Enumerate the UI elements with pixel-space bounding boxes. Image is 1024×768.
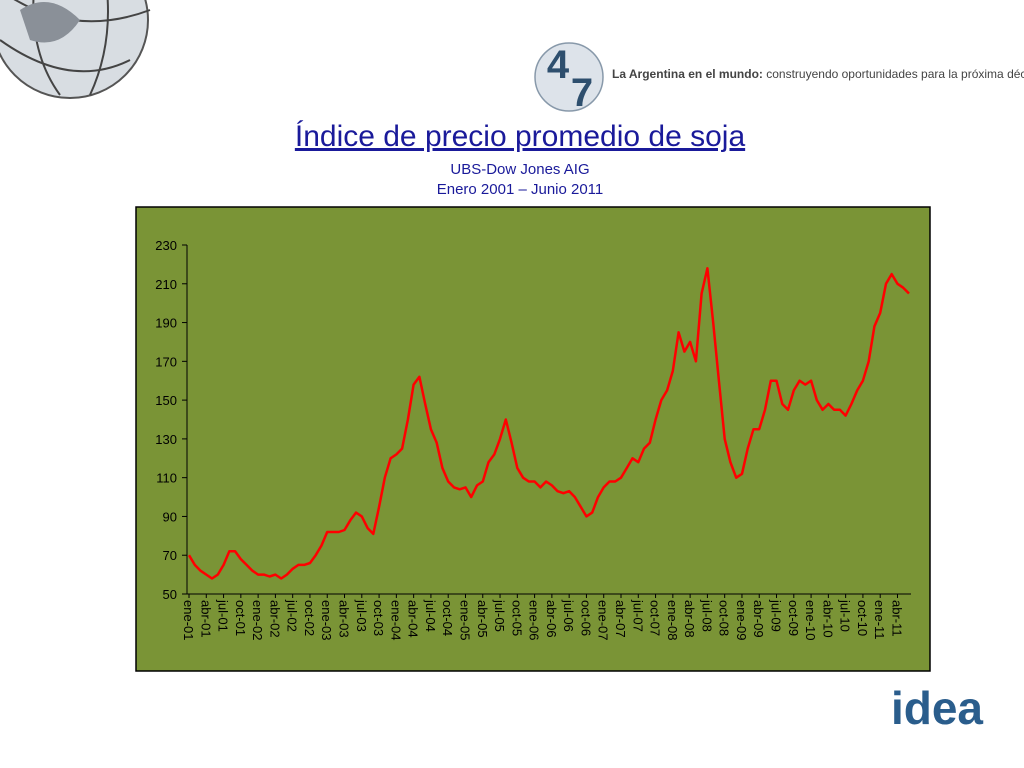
x-tick-label: jul-02 xyxy=(285,599,300,632)
x-tick-label: ene-10 xyxy=(803,600,818,640)
chart-subtitle: UBS-Dow Jones AIG xyxy=(450,161,589,178)
y-tick-label: 130 xyxy=(155,432,177,447)
x-tick-label: ene-06 xyxy=(527,600,542,640)
x-tick-label: jul-03 xyxy=(354,599,369,632)
x-tick-label: abr-03 xyxy=(337,600,352,638)
y-tick-label: 110 xyxy=(156,471,177,486)
globe-decoration xyxy=(0,0,151,99)
x-tick-label: oct-01 xyxy=(233,600,248,636)
y-tick-label: 70 xyxy=(163,548,177,563)
x-tick-label: jul-09 xyxy=(769,599,784,632)
x-tick-label: jul-08 xyxy=(699,599,714,632)
x-tick-label: abr-02 xyxy=(267,600,282,638)
x-tick-label: ene-05 xyxy=(457,600,472,640)
x-tick-label: ene-09 xyxy=(734,600,749,640)
x-tick-label: ene-04 xyxy=(388,600,403,640)
y-tick-label: 50 xyxy=(163,587,177,602)
x-tick-label: abr-01 xyxy=(198,600,213,638)
logo-digit: 4 xyxy=(547,43,570,87)
x-tick-label: jul-04 xyxy=(423,599,438,632)
slogan: La Argentina en el mundo: construyendo o… xyxy=(612,67,1024,81)
x-tick-label: jul-05 xyxy=(492,599,507,632)
x-tick-label: abr-10 xyxy=(820,600,835,638)
y-tick-label: 210 xyxy=(155,277,177,292)
y-tick-label: 150 xyxy=(155,393,177,408)
price-line xyxy=(187,267,910,580)
x-tick-label: oct-02 xyxy=(302,600,317,636)
slogan-bold: La Argentina en el mundo: xyxy=(612,67,763,81)
x-tick-label: ene-02 xyxy=(250,600,265,640)
x-tick-label: oct-09 xyxy=(786,600,801,636)
x-tick-label: abr-08 xyxy=(682,600,697,638)
x-tick-label: ene-03 xyxy=(319,600,334,640)
x-tick-label: ene-07 xyxy=(596,600,611,640)
x-tick-label: oct-04 xyxy=(440,600,455,636)
chart-title: Índice de precio promedio de soja xyxy=(295,120,746,153)
x-tick-label: abr-07 xyxy=(613,600,628,638)
x-tick-label: oct-05 xyxy=(509,600,524,636)
chart-subtitle: Enero 2001 – Junio 2011 xyxy=(437,181,604,198)
x-tick-label: abr-11 xyxy=(889,600,904,637)
x-tick-label: ene-11 xyxy=(872,600,887,640)
logo-47: 4 7 xyxy=(534,42,604,115)
x-tick-label: jul-07 xyxy=(630,599,645,632)
y-tick-label: 90 xyxy=(163,509,177,524)
x-tick-label: oct-08 xyxy=(717,600,732,636)
x-tick-label: oct-06 xyxy=(578,600,593,636)
x-tick-label: abr-06 xyxy=(544,600,559,638)
x-tick-label: jul-01 xyxy=(216,599,231,632)
x-tick-label: ene-01 xyxy=(181,600,196,640)
x-tick-label: oct-07 xyxy=(648,600,663,636)
footer-logo: idea xyxy=(891,682,983,734)
x-tick-label: jul-06 xyxy=(561,599,576,632)
x-tick-label: abr-09 xyxy=(751,600,766,638)
x-tick-label: jul-10 xyxy=(838,599,853,632)
logo-digit: 7 xyxy=(571,71,593,115)
y-tick-label: 190 xyxy=(155,316,177,331)
y-tick-label: 170 xyxy=(155,354,177,369)
x-tick-label: ene-08 xyxy=(665,600,680,640)
x-tick-label: abr-05 xyxy=(475,600,490,638)
slogan-text: construyendo oportunidades para la próxi… xyxy=(766,67,1024,81)
x-tick-label: oct-03 xyxy=(371,600,386,636)
x-tick-label: abr-04 xyxy=(406,600,421,638)
y-tick-label: 230 xyxy=(155,238,177,253)
x-tick-label: oct-10 xyxy=(855,600,870,636)
